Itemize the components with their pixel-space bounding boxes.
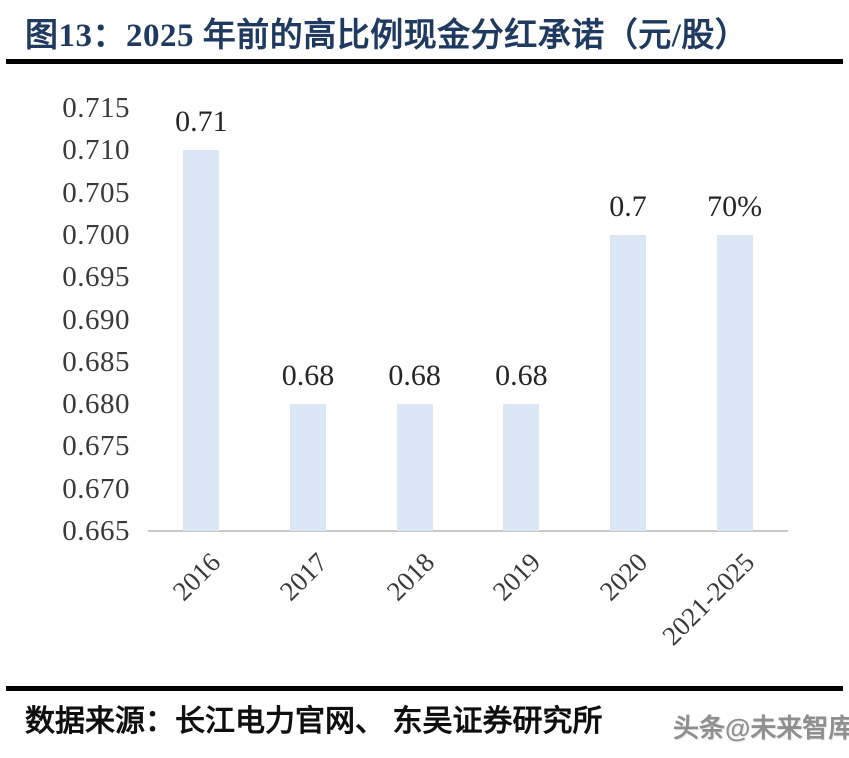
y-tick-label: 0.710	[62, 134, 130, 167]
x-tick-label: 2016	[167, 547, 227, 607]
y-tick-label: 0.665	[62, 515, 130, 547]
dividend-bar-chart: 0.715 0.710 0.705 0.700 0.695 0.690 0.685 0.680…	[0, 66, 849, 666]
data-source-note: 数据来源：长江电力官网、 东吴证券研究所	[25, 705, 603, 738]
bar-value-label: 70%	[707, 190, 763, 223]
watermark: 头条@未来智库	[673, 713, 849, 743]
x-tick-label: 2019	[487, 547, 547, 607]
bar	[396, 404, 433, 531]
bar	[183, 150, 220, 531]
y-tick-label: 0.695	[62, 261, 130, 294]
y-tick-label: 0.705	[62, 176, 130, 209]
y-tick-label: 0.680	[62, 388, 130, 421]
title-divider-rule	[6, 59, 843, 64]
bar	[610, 235, 646, 531]
figure-title: 图13：2025 年前的高比例现金分红承诺（元/股）	[25, 18, 749, 54]
x-tick-label: 2017	[273, 547, 334, 607]
y-tick-label: 0.715	[62, 92, 130, 124]
bar-value-label: 0.71	[175, 105, 228, 138]
footer-divider-rule	[6, 686, 843, 691]
y-tick-label: 0.675	[62, 430, 130, 463]
bar-value-label: 0.68	[495, 359, 548, 392]
bar	[290, 404, 326, 531]
bar-value-label: 0.68	[281, 359, 335, 392]
bar-value-label: 0.7	[609, 190, 647, 223]
bar-value-label: 0.68	[388, 359, 441, 392]
y-tick-label: 0.685	[62, 345, 130, 378]
y-tick-label: 0.670	[62, 472, 130, 505]
x-axis-line	[148, 530, 788, 532]
x-tick-label: 2018	[380, 547, 440, 607]
bar	[503, 404, 540, 531]
x-tick-label: 2020	[593, 547, 654, 607]
y-tick-label: 0.690	[62, 303, 130, 336]
bar	[716, 235, 753, 531]
y-tick-label: 0.700	[62, 218, 130, 251]
x-tick-label: 2021-2025	[655, 547, 760, 651]
